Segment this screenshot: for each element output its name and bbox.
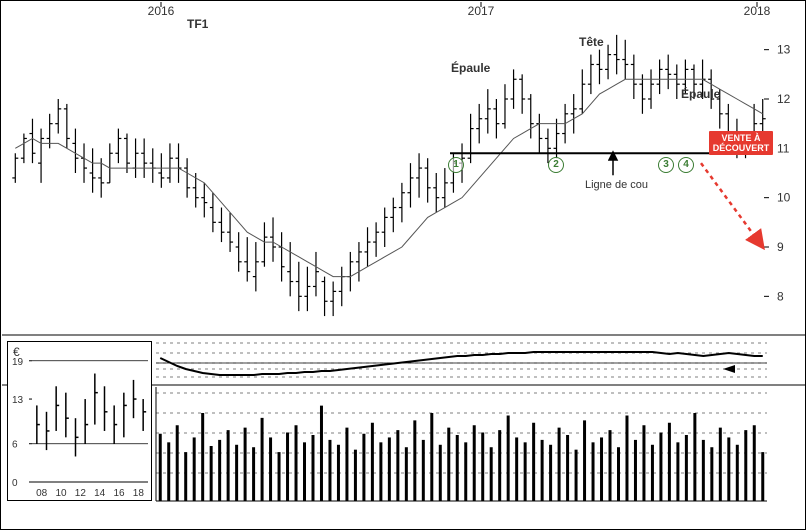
vente-badge-line2: DÉCOUVERT [713, 143, 770, 153]
svg-text:6: 6 [12, 440, 18, 451]
vente-badge: VENTE À DÉCOUVERT [709, 131, 773, 155]
svg-text:12: 12 [75, 488, 87, 499]
svg-text:14: 14 [94, 488, 106, 499]
svg-text:10: 10 [55, 488, 67, 499]
stock-chart: 1312111098201620172018 TF1 Épaule Épaule… [0, 0, 806, 530]
svg-text:16: 16 [113, 488, 125, 499]
epaule-right-label: Épaule [681, 87, 720, 101]
vente-badge-line1: VENTE À [721, 133, 760, 143]
svg-text:9: 9 [777, 240, 784, 254]
svg-text:13: 13 [777, 43, 791, 57]
svg-text:18: 18 [133, 488, 145, 499]
svg-text:13: 13 [12, 395, 24, 406]
svg-text:08: 08 [36, 488, 48, 499]
svg-text:0: 0 [12, 478, 18, 489]
overview-inset: 191360081012141618 [7, 341, 152, 501]
ligne-cou-label: Ligne de cou [585, 179, 648, 191]
svg-text:11: 11 [777, 141, 790, 155]
svg-text:12: 12 [777, 92, 791, 106]
svg-text:10: 10 [777, 191, 791, 205]
epaule-left-label: Épaule [451, 61, 490, 75]
tete-label: Tête [579, 35, 604, 49]
svg-text:8: 8 [777, 289, 784, 303]
currency-symbol: € [13, 345, 20, 359]
ticker-label: TF1 [187, 17, 208, 31]
